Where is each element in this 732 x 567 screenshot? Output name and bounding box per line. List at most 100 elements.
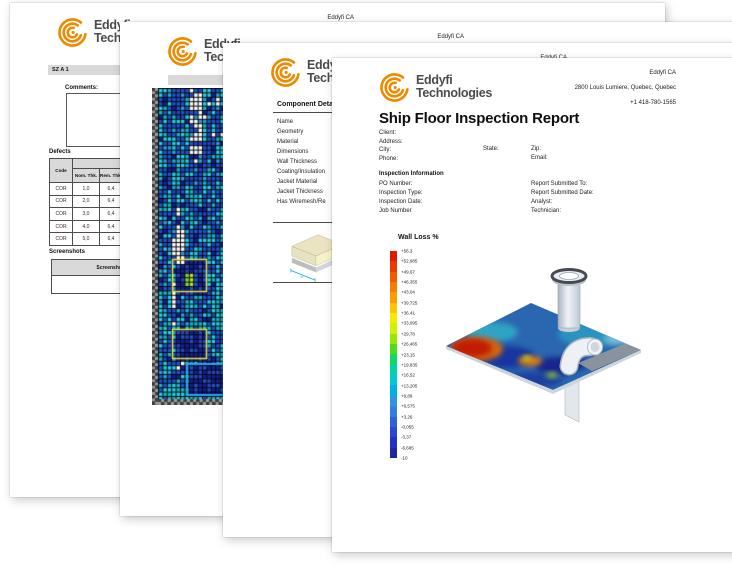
legend-band [390,302,397,314]
inspection-label: PO Number: [379,181,413,187]
component-details-title: Component Details [277,101,341,108]
dimension-label: w [301,275,304,279]
inspection-labels-right: Report Submitted To: Report Submitted Dat… [531,180,594,216]
pipe-elbow [559,337,603,376]
defects-title: Defects [49,149,71,155]
company-name: Eddyfi CA [437,34,464,40]
legend-label: +46,355 [401,279,418,285]
component-item: Jacket Material [277,179,318,185]
legend-label: +16,52 [401,372,415,378]
pipe [550,268,588,332]
legend-label: -10 [401,455,408,461]
eddyfi-spiral-icon [378,71,411,104]
logo-line1: Eddyfi [416,73,453,87]
legend-band [390,261,397,272]
legend-band [390,292,397,303]
legend-band [390,354,397,365]
defects-col-code: Code [49,158,73,183]
inspection-info-title: Inspection Information [379,171,444,177]
inspection-label: Analyst: [531,199,553,205]
wall-loss-title: Wall Loss % [398,234,439,241]
inspection-label: Inspection Date: [379,199,423,205]
legend-label: -0,055 [401,424,414,430]
legend-label: -3,37 [401,434,412,440]
inspection-label: Report Submitted To: [531,181,588,187]
legend-band [390,271,397,283]
component-item: Coating/Insulation [277,169,326,175]
legend-band [390,437,397,448]
defect-cell: 6,4 [99,219,123,234]
defect-cell: 6,4 [99,182,123,196]
logo-wordmark: Eddyfi Technologies [416,71,492,99]
legend-label: +36,41 [401,310,415,316]
legend-band [390,385,397,396]
legend-band [390,364,397,376]
client-info-block: Client: Address: City: Phone: [379,129,403,164]
inspection-label: Technician: [531,208,562,214]
defects-col-rem-thk: Rem. Thk. [99,168,123,183]
defect-cell: 2,0 [72,194,100,209]
defects-col-nom-thk: Nom. Thk. [72,168,100,183]
screenshots-title: Screenshots [49,249,86,255]
legend-band [390,447,397,458]
company-phone: +1 418-780-1565 [630,100,676,106]
inspection-labels-left: PO Number: Inspection Type: Inspection Dat… [379,180,423,216]
inspection-label: Report Submitted Date: [531,190,594,196]
logo-line2: Technologies [416,85,493,100]
component-item: Jacket Thickness [277,189,323,195]
address-label: Address: [379,138,403,145]
legend-label: +13,205 [401,383,418,389]
defect-cell: 1,0 [72,182,100,196]
legend-band [390,344,397,355]
legend-band [390,426,397,438]
comments-label: Comments: [65,85,99,91]
slab-diagram: w [286,228,344,287]
defect-cell: COR [49,232,73,246]
inspection-label: Inspection Type: [379,190,423,196]
inspection-label: Job Number [379,208,412,214]
legend-band [390,313,397,324]
defect-cell: COR [49,207,73,221]
eddyfi-spiral-icon [166,35,199,68]
legend-band [390,251,397,262]
component-item: Has Wiremesh/Re [277,199,326,205]
company-header: Eddyfi CA 2800 Louis Lumiere, Quebec, Qu… [332,66,676,111]
defect-cell: 4,0 [72,219,100,234]
legend-label: +39,725 [401,300,418,306]
legend-band [390,333,397,345]
legend-label: +6,575 [401,403,415,409]
legend-label: +9,89 [401,393,413,399]
legend-label: +43,04 [401,289,415,295]
legend-label: +52,985 [401,258,418,264]
city-label: City: [379,147,391,154]
defect-cell: COR [49,219,73,234]
legend-label: +3,26 [401,414,413,420]
legend-label: +29,78 [401,331,415,337]
legend-band [390,406,397,417]
zip-label: Zip: [531,146,542,152]
defect-cell: COR [49,194,73,209]
legend-band [390,395,397,407]
legend-label: +56,3 [401,248,413,254]
legend-band [390,375,397,386]
legend-band [390,282,397,293]
legend-label: +33,095 [401,320,418,326]
defect-cell: 3,0 [72,207,100,221]
eddyfi-logo: Eddyfi Technologies [378,71,492,104]
company-name: Eddyfi CA [649,70,676,76]
component-item: Dimensions [277,149,309,155]
company-address: 2800 Louis Lumiere, Quebec, Quebec [574,85,676,91]
defect-cell: 6,4 [99,194,123,209]
component-item: Geometry [277,129,304,135]
component-item: Name [277,119,294,125]
state-label: State: [483,146,499,152]
defect-cell: COR [49,182,73,196]
defect-cell: 5,0 [72,232,100,246]
legend-label: +49,67 [401,269,415,275]
email-label: Email: [531,155,548,161]
legend-label: +26,465 [401,341,418,347]
component-item: Material [277,139,299,145]
legend-band [390,323,397,334]
phone-label: Phone: [379,156,399,163]
